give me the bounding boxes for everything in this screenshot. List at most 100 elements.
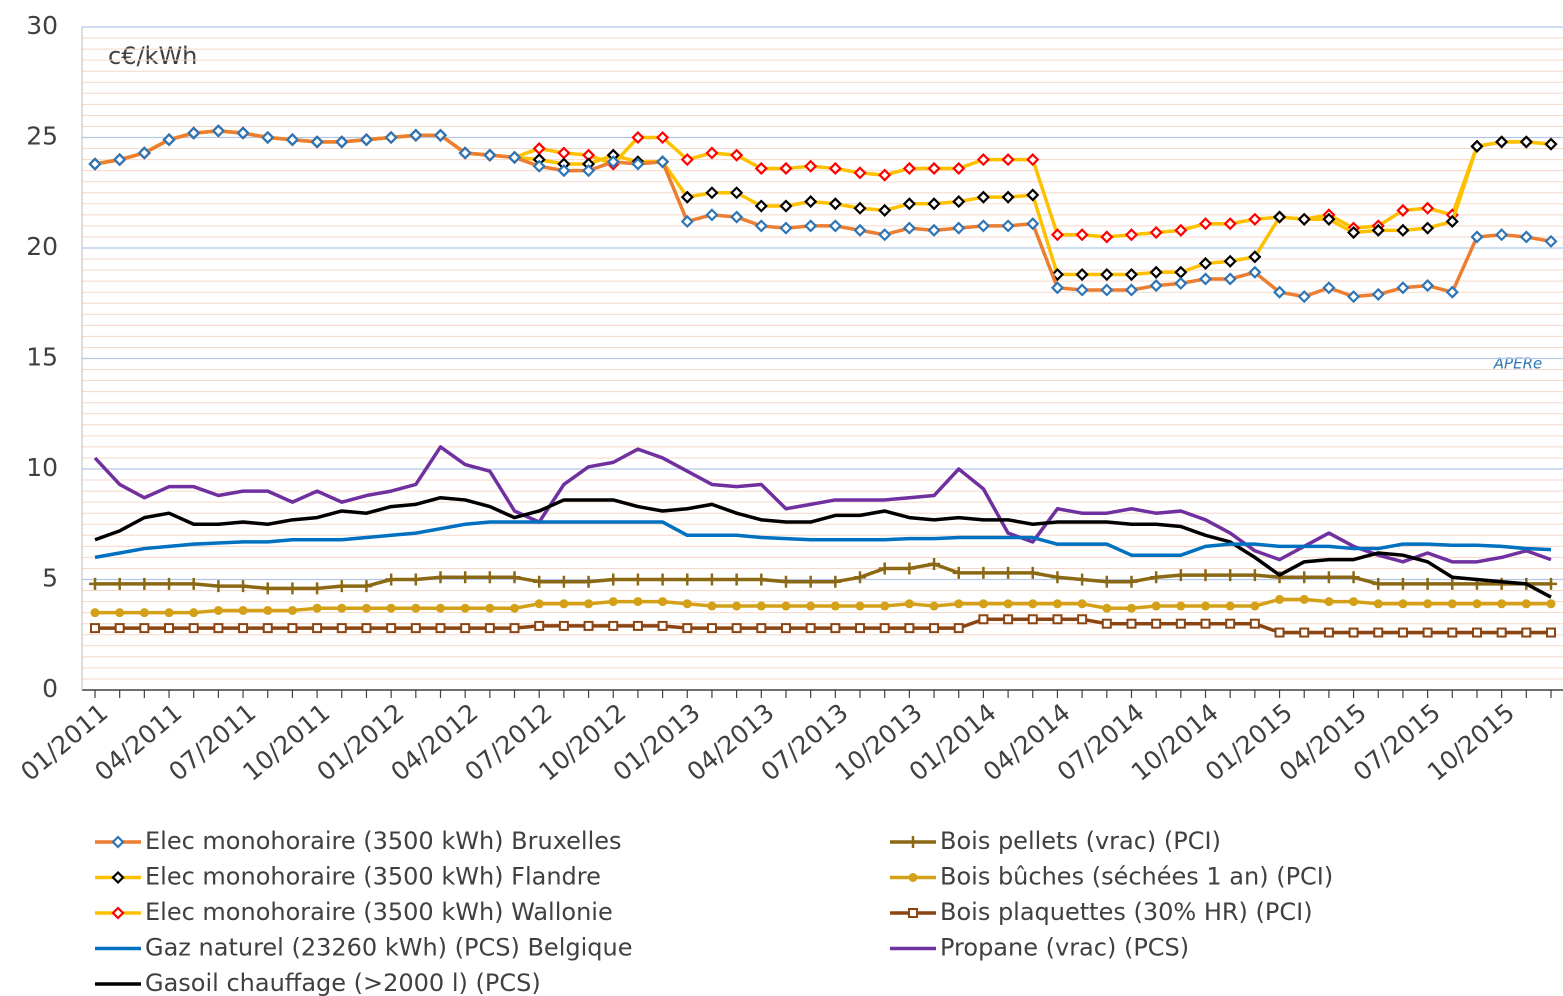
marker — [213, 623, 224, 634]
marker — [1199, 569, 1212, 582]
marker — [311, 582, 324, 595]
marker — [1272, 285, 1287, 299]
marker — [1001, 190, 1015, 204]
marker — [90, 608, 100, 618]
marker — [953, 623, 964, 634]
marker — [409, 128, 423, 142]
marker — [927, 197, 941, 211]
marker — [1299, 627, 1310, 638]
marker — [1421, 201, 1435, 215]
marker — [1149, 225, 1163, 240]
marker — [312, 603, 322, 613]
line — [94, 495, 1552, 599]
marker — [705, 208, 719, 222]
marker — [533, 575, 546, 588]
marker — [189, 608, 199, 618]
marker — [1001, 153, 1015, 167]
marker — [705, 573, 718, 586]
marker — [237, 580, 250, 593]
y-tick-label: 15 — [26, 343, 58, 372]
legend-entry: Elec monohoraire (3500 kWh) Wallonie — [95, 898, 613, 926]
marker — [830, 623, 841, 634]
marker — [163, 577, 176, 590]
marker — [1495, 228, 1509, 242]
marker — [1026, 188, 1040, 202]
marker — [361, 603, 371, 613]
marker — [658, 597, 668, 607]
marker — [1100, 283, 1114, 297]
marker — [828, 197, 842, 211]
marker — [287, 623, 298, 634]
marker — [213, 605, 223, 615]
marker — [829, 575, 842, 588]
marker — [164, 623, 175, 634]
marker — [1125, 575, 1138, 588]
marker — [977, 566, 990, 579]
marker — [927, 161, 941, 175]
marker — [460, 603, 470, 613]
marker — [880, 601, 890, 611]
marker — [386, 623, 397, 634]
marker — [755, 573, 768, 586]
marker — [879, 623, 890, 634]
marker — [1324, 597, 1334, 607]
marker — [908, 908, 918, 918]
marker — [781, 601, 791, 611]
marker — [1348, 627, 1359, 638]
marker — [1546, 599, 1556, 609]
marker — [90, 623, 100, 634]
marker — [682, 623, 693, 634]
marker — [904, 623, 915, 634]
line — [94, 520, 1552, 560]
marker — [1396, 203, 1410, 217]
marker — [606, 155, 620, 169]
y-tick-label: 20 — [26, 232, 58, 261]
marker — [1298, 571, 1311, 584]
marker — [853, 166, 867, 180]
marker — [335, 135, 349, 149]
marker — [111, 835, 125, 849]
legend-label: Elec monohoraire (3500 kWh) Bruxelles — [145, 827, 622, 855]
marker — [804, 195, 818, 209]
marker — [458, 146, 472, 160]
marker — [1248, 569, 1261, 582]
marker — [510, 603, 520, 613]
marker — [1126, 618, 1137, 629]
marker — [285, 133, 299, 147]
marker — [804, 575, 817, 588]
marker — [162, 133, 176, 147]
marker — [1371, 287, 1385, 301]
marker — [286, 582, 299, 595]
marker — [682, 599, 692, 609]
legend-label: Propane (vrac) (PCS) — [940, 934, 1189, 962]
marker — [1249, 618, 1260, 629]
marker — [584, 599, 594, 609]
marker — [903, 562, 916, 575]
marker — [582, 164, 596, 178]
marker — [1026, 566, 1039, 579]
marker — [730, 148, 744, 162]
marker — [1472, 599, 1482, 609]
marker — [908, 873, 918, 882]
marker — [1322, 212, 1336, 226]
marker — [583, 620, 594, 631]
marker — [706, 623, 717, 634]
marker — [1150, 571, 1163, 584]
marker — [656, 573, 669, 586]
marker — [608, 597, 618, 607]
marker — [238, 623, 249, 634]
marker — [756, 623, 767, 634]
marker — [88, 157, 102, 171]
marker — [1470, 230, 1484, 244]
marker — [1421, 577, 1434, 590]
marker — [1373, 627, 1384, 638]
marker — [632, 620, 643, 631]
marker — [1198, 256, 1213, 271]
marker — [1100, 230, 1114, 244]
marker — [1248, 265, 1262, 279]
marker — [238, 605, 248, 615]
marker — [1398, 599, 1408, 609]
marker — [1275, 594, 1285, 604]
marker — [633, 597, 643, 607]
marker — [705, 146, 719, 160]
